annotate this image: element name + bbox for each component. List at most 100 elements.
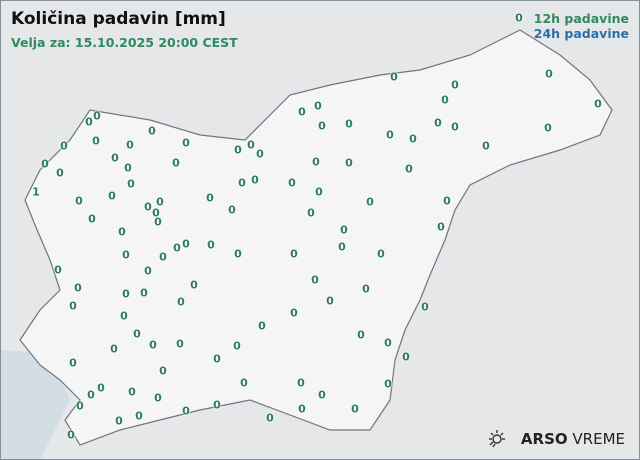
station-value[interactable]: 0 — [75, 194, 83, 208]
station-value[interactable]: 0 — [172, 156, 180, 170]
station-value[interactable]: 0 — [307, 206, 315, 220]
station-value[interactable]: 0 — [213, 398, 221, 412]
station-value[interactable]: 0 — [127, 177, 135, 191]
station-value[interactable]: 0 — [326, 294, 334, 308]
station-value[interactable]: 0 — [338, 240, 346, 254]
station-value[interactable]: 0 — [311, 273, 319, 287]
station-value[interactable]: 0 — [148, 124, 156, 138]
station-value[interactable]: 0 — [144, 264, 152, 278]
station-value[interactable]: 0 — [152, 206, 160, 220]
station-value[interactable]: 0 — [93, 109, 101, 123]
legend-12h[interactable]: 12h padavine — [533, 11, 629, 26]
station-value[interactable]: 0 — [351, 402, 359, 416]
station-value[interactable]: 0 — [234, 247, 242, 261]
station-value[interactable]: 0 — [409, 132, 417, 146]
station-value[interactable]: 0 — [357, 328, 365, 342]
station-value[interactable]: 0 — [159, 250, 167, 264]
station-value[interactable]: 0 — [124, 161, 132, 175]
station-value[interactable]: 0 — [97, 381, 105, 395]
station-value[interactable]: 0 — [315, 185, 323, 199]
station-value[interactable]: 0 — [182, 136, 190, 150]
station-value[interactable]: 0 — [544, 121, 552, 135]
station-value[interactable]: 0 — [135, 409, 143, 423]
station-value[interactable]: 0 — [251, 173, 259, 187]
station-value[interactable]: 0 — [345, 156, 353, 170]
station-value[interactable]: 0 — [154, 215, 162, 229]
station-value[interactable]: 0 — [290, 306, 298, 320]
station-value[interactable]: 0 — [108, 189, 116, 203]
station-value[interactable]: 1 — [32, 185, 40, 199]
station-value[interactable]: 0 — [240, 376, 248, 390]
station-value[interactable]: 0 — [176, 337, 184, 351]
legend-24h[interactable]: 24h padavine — [533, 26, 629, 41]
station-value[interactable]: 0 — [88, 212, 96, 226]
station-value[interactable]: 0 — [384, 377, 392, 391]
station-value[interactable]: 0 — [144, 200, 152, 214]
station-value[interactable]: 0 — [74, 281, 82, 295]
station-value[interactable]: 0 — [177, 295, 185, 309]
station-value[interactable]: 0 — [405, 162, 413, 176]
station-value[interactable]: 0 — [154, 391, 162, 405]
station-value[interactable]: 0 — [314, 99, 322, 113]
station-value[interactable]: 0 — [85, 115, 93, 129]
station-value[interactable]: 0 — [345, 117, 353, 131]
station-value[interactable]: 0 — [228, 203, 236, 217]
station-value[interactable]: 0 — [258, 319, 266, 333]
station-value[interactable]: 0 — [92, 134, 100, 148]
station-value[interactable]: 0 — [207, 238, 215, 252]
station-value[interactable]: 0 — [87, 388, 95, 402]
station-value[interactable]: 0 — [340, 223, 348, 237]
station-value[interactable]: 0 — [159, 364, 167, 378]
station-value[interactable]: 0 — [118, 225, 126, 239]
station-value[interactable]: 0 — [76, 399, 84, 413]
station-value[interactable]: 0 — [298, 402, 306, 416]
station-value[interactable]: 0 — [421, 300, 429, 314]
station-value[interactable]: 0 — [149, 338, 157, 352]
station-value[interactable]: 0 — [206, 191, 214, 205]
station-value[interactable]: 0 — [110, 342, 118, 356]
station-value[interactable]: 0 — [377, 247, 385, 261]
station-value[interactable]: 0 — [190, 278, 198, 292]
station-value[interactable]: 0 — [545, 67, 553, 81]
station-value[interactable]: 0 — [67, 428, 75, 442]
station-value[interactable]: 0 — [69, 299, 77, 313]
station-value[interactable]: 0 — [312, 155, 320, 169]
station-value[interactable]: 0 — [437, 220, 445, 234]
station-value[interactable]: 0 — [182, 237, 190, 251]
station-value[interactable]: 0 — [515, 11, 523, 25]
station-value[interactable]: 0 — [256, 147, 264, 161]
station-value[interactable]: 0 — [120, 309, 128, 323]
station-value[interactable]: 0 — [384, 336, 392, 350]
station-value[interactable]: 0 — [443, 194, 451, 208]
station-value[interactable]: 0 — [133, 327, 141, 341]
station-value[interactable]: 0 — [56, 166, 64, 180]
station-value[interactable]: 0 — [41, 157, 49, 171]
station-value[interactable]: 0 — [402, 350, 410, 364]
station-value[interactable]: 0 — [126, 138, 134, 152]
station-value[interactable]: 0 — [297, 376, 305, 390]
station-value[interactable]: 0 — [128, 385, 136, 399]
station-value[interactable]: 0 — [247, 138, 255, 152]
station-value[interactable]: 0 — [386, 128, 394, 142]
station-value[interactable]: 0 — [122, 248, 130, 262]
station-value[interactable]: 0 — [594, 97, 602, 111]
station-value[interactable]: 0 — [318, 388, 326, 402]
station-value[interactable]: 0 — [434, 116, 442, 130]
station-value[interactable]: 0 — [288, 176, 296, 190]
station-value[interactable]: 0 — [54, 263, 62, 277]
station-value[interactable]: 0 — [182, 404, 190, 418]
station-value[interactable]: 0 — [60, 139, 68, 153]
station-value[interactable]: 0 — [213, 352, 221, 366]
station-value[interactable]: 0 — [173, 241, 181, 255]
station-value[interactable]: 0 — [362, 282, 370, 296]
station-value[interactable]: 0 — [441, 93, 449, 107]
station-value[interactable]: 0 — [238, 176, 246, 190]
station-value[interactable]: 0 — [390, 70, 398, 84]
station-value[interactable]: 0 — [122, 287, 130, 301]
station-value[interactable]: 0 — [451, 120, 459, 134]
station-value[interactable]: 0 — [451, 78, 459, 92]
station-value[interactable]: 0 — [366, 195, 374, 209]
station-value[interactable]: 0 — [69, 356, 77, 370]
station-value[interactable]: 0 — [234, 143, 242, 157]
station-value[interactable]: 0 — [298, 105, 306, 119]
